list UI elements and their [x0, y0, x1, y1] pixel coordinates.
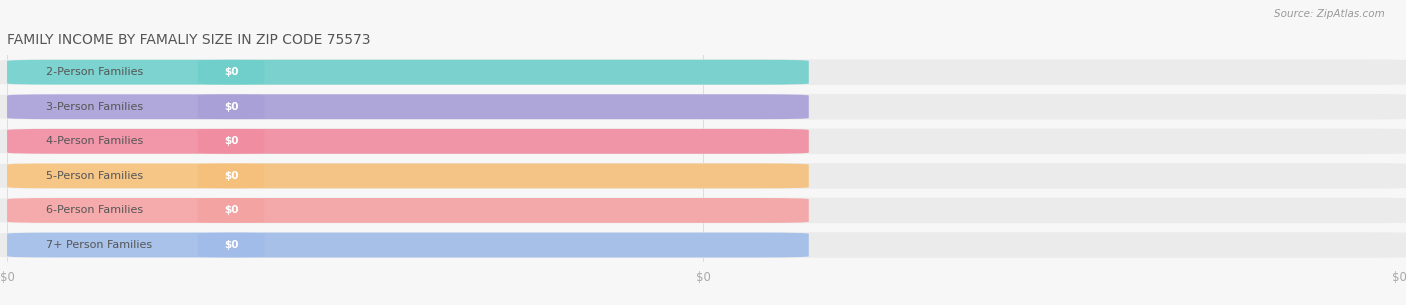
Text: 5-Person Families: 5-Person Families [46, 171, 143, 181]
FancyBboxPatch shape [7, 233, 808, 257]
FancyBboxPatch shape [7, 198, 264, 223]
FancyBboxPatch shape [0, 128, 1406, 154]
Text: 6-Person Families: 6-Person Families [46, 206, 143, 215]
Text: $0: $0 [224, 240, 239, 250]
FancyBboxPatch shape [198, 94, 264, 119]
Text: FAMILY INCOME BY FAMALIY SIZE IN ZIP CODE 75573: FAMILY INCOME BY FAMALIY SIZE IN ZIP COD… [7, 33, 371, 47]
Text: 4-Person Families: 4-Person Families [46, 136, 143, 146]
Text: $0: $0 [224, 136, 239, 146]
FancyBboxPatch shape [0, 198, 1406, 223]
FancyBboxPatch shape [198, 129, 264, 154]
FancyBboxPatch shape [7, 163, 264, 188]
FancyBboxPatch shape [0, 94, 1406, 120]
Text: 2-Person Families: 2-Person Families [46, 67, 143, 77]
FancyBboxPatch shape [198, 198, 264, 223]
Text: $0: $0 [224, 67, 239, 77]
Text: $0: $0 [224, 171, 239, 181]
FancyBboxPatch shape [7, 60, 264, 84]
FancyBboxPatch shape [198, 163, 264, 188]
Text: 3-Person Families: 3-Person Families [46, 102, 143, 112]
FancyBboxPatch shape [198, 60, 264, 84]
FancyBboxPatch shape [198, 233, 264, 257]
FancyBboxPatch shape [7, 233, 264, 257]
Text: $0: $0 [224, 102, 239, 112]
FancyBboxPatch shape [0, 232, 1406, 258]
FancyBboxPatch shape [7, 60, 808, 84]
Text: Source: ZipAtlas.com: Source: ZipAtlas.com [1274, 9, 1385, 19]
FancyBboxPatch shape [7, 129, 808, 154]
FancyBboxPatch shape [7, 129, 264, 154]
FancyBboxPatch shape [7, 198, 808, 223]
Text: $0: $0 [224, 206, 239, 215]
FancyBboxPatch shape [0, 163, 1406, 189]
FancyBboxPatch shape [0, 59, 1406, 85]
FancyBboxPatch shape [7, 163, 808, 188]
Text: 7+ Person Families: 7+ Person Families [46, 240, 152, 250]
FancyBboxPatch shape [7, 94, 264, 119]
FancyBboxPatch shape [7, 94, 808, 119]
